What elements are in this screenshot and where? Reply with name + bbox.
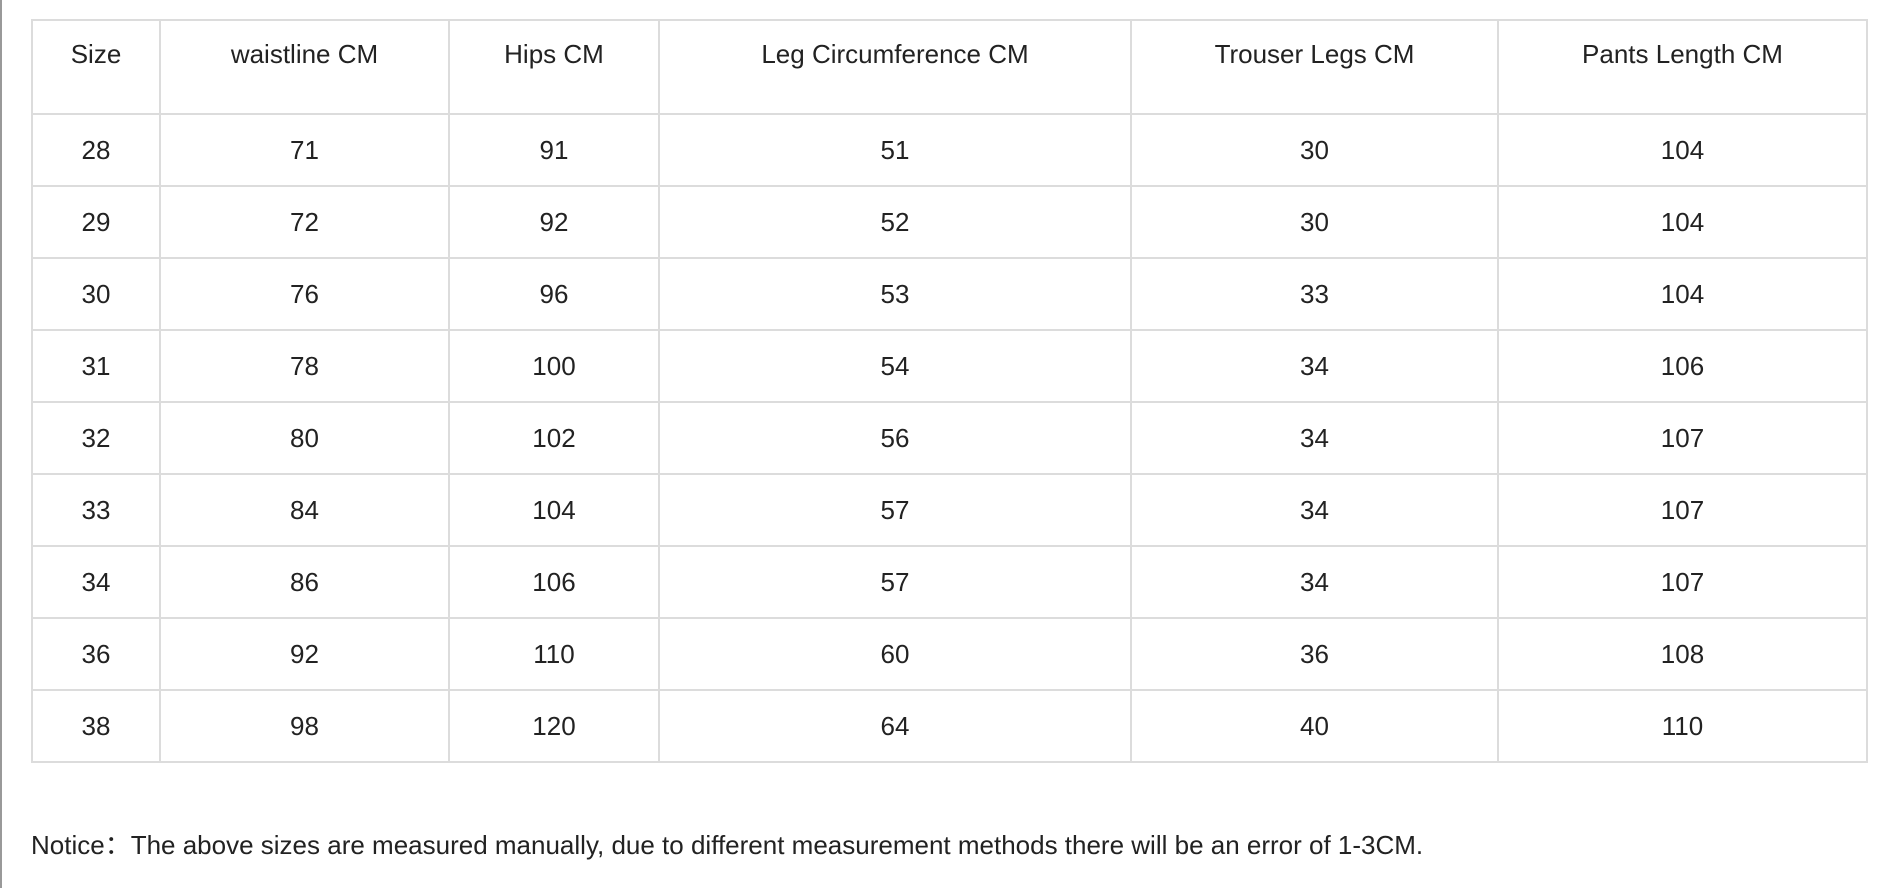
header-cell: Hips CM: [448, 19, 660, 115]
table-cell: 110: [1497, 689, 1868, 763]
table-cell: 54: [658, 329, 1132, 403]
table-cell: 34: [1130, 401, 1499, 475]
table-cell: 120: [448, 689, 660, 763]
left-border: [0, 0, 2, 888]
table-cell: 40: [1130, 689, 1499, 763]
table-cell: 92: [448, 185, 660, 259]
table-cell: 106: [448, 545, 660, 619]
table-cell: 104: [1497, 113, 1868, 187]
notice-text: Notice：The above sizes are measured manu…: [31, 830, 1424, 860]
table-row: 34 86 106 57 34 107: [31, 545, 1868, 619]
table-cell: 80: [159, 401, 450, 475]
header-cell: Trouser Legs CM: [1130, 19, 1499, 115]
table-cell: 86: [159, 545, 450, 619]
table-cell: 38: [31, 689, 161, 763]
table-cell: 28: [31, 113, 161, 187]
table-cell: 104: [448, 473, 660, 547]
table-cell: 71: [159, 113, 450, 187]
table-cell: 98: [159, 689, 450, 763]
table-cell: 30: [1130, 185, 1499, 259]
table-cell: 33: [1130, 257, 1499, 331]
table-cell: 29: [31, 185, 161, 259]
header-row: Size waistline CM Hips CM Leg Circumference…: [31, 19, 1868, 115]
table-cell: 34: [1130, 473, 1499, 547]
table-cell: 102: [448, 401, 660, 475]
table-cell: 51: [658, 113, 1132, 187]
size-chart-table: Size waistline CM Hips CM Leg Circumference…: [31, 19, 1868, 763]
table-cell: 72: [159, 185, 450, 259]
table-cell: 36: [1130, 617, 1499, 691]
header-cell: waistline CM: [159, 19, 450, 115]
table-cell: 32: [31, 401, 161, 475]
table-cell: 30: [31, 257, 161, 331]
table-row: 28 71 91 51 30 104: [31, 113, 1868, 187]
table-cell: 64: [658, 689, 1132, 763]
table-row: 32 80 102 56 34 107: [31, 401, 1868, 475]
table-cell: 107: [1497, 473, 1868, 547]
table-cell: 104: [1497, 257, 1868, 331]
table-cell: 56: [658, 401, 1132, 475]
table-cell: 84: [159, 473, 450, 547]
header-cell: Pants Length CM: [1497, 19, 1868, 115]
table-row: 33 84 104 57 34 107: [31, 473, 1868, 547]
table-cell: 91: [448, 113, 660, 187]
table-cell: 104: [1497, 185, 1868, 259]
table-cell: 36: [31, 617, 161, 691]
table-cell: 57: [658, 473, 1132, 547]
table-cell: 34: [1130, 545, 1499, 619]
table-cell: 60: [658, 617, 1132, 691]
table-cell: 34: [31, 545, 161, 619]
table-cell: 96: [448, 257, 660, 331]
table-cell: 92: [159, 617, 450, 691]
table-cell: 33: [31, 473, 161, 547]
table-row: 36 92 110 60 36 108: [31, 617, 1868, 691]
table-row: 38 98 120 64 40 110: [31, 689, 1868, 763]
table-cell: 53: [658, 257, 1132, 331]
table-cell: 106: [1497, 329, 1868, 403]
table-cell: 78: [159, 329, 450, 403]
table-cell: 107: [1497, 401, 1868, 475]
table-cell: 52: [658, 185, 1132, 259]
table-cell: 57: [658, 545, 1132, 619]
header-cell: Size: [31, 19, 161, 115]
table-cell: 34: [1130, 329, 1499, 403]
table-cell: 31: [31, 329, 161, 403]
table-cell: 76: [159, 257, 450, 331]
table-row: 29 72 92 52 30 104: [31, 185, 1868, 259]
table-cell: 107: [1497, 545, 1868, 619]
table-cell: 30: [1130, 113, 1499, 187]
table-row: 30 76 96 53 33 104: [31, 257, 1868, 331]
header-cell: Leg Circumference CM: [658, 19, 1132, 115]
table-cell: 108: [1497, 617, 1868, 691]
table-cell: 110: [448, 617, 660, 691]
table-row: 31 78 100 54 34 106: [31, 329, 1868, 403]
table-cell: 100: [448, 329, 660, 403]
